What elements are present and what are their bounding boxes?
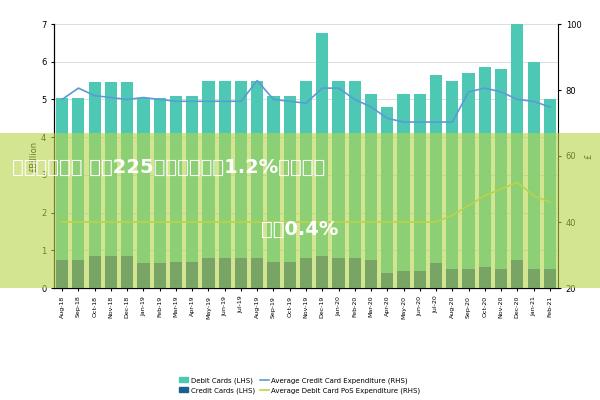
Bar xyxy=(170,96,182,262)
Bar xyxy=(479,267,491,288)
Bar xyxy=(202,80,215,258)
Bar xyxy=(463,269,475,288)
Bar xyxy=(397,271,410,288)
Bar xyxy=(495,69,507,269)
Legend: Debit Cards (LHS), Credit Cards (LHS), Average Credit Card Expenditure (RHS), Av: Debit Cards (LHS), Credit Cards (LHS), A… xyxy=(177,374,423,396)
Bar xyxy=(381,107,394,273)
Bar xyxy=(56,260,68,288)
Bar xyxy=(105,256,117,288)
Bar xyxy=(414,94,426,271)
Y-axis label: £: £ xyxy=(584,153,593,159)
Bar xyxy=(105,82,117,256)
Bar xyxy=(137,98,149,264)
Bar xyxy=(414,271,426,288)
Bar xyxy=(56,98,68,260)
Bar xyxy=(446,80,458,269)
Bar xyxy=(268,96,280,262)
Bar xyxy=(284,262,296,288)
Bar xyxy=(300,80,312,258)
Bar xyxy=(463,73,475,269)
Bar xyxy=(121,256,133,288)
Bar xyxy=(527,269,540,288)
Bar xyxy=(89,82,101,256)
Bar xyxy=(332,80,344,258)
Bar xyxy=(89,256,101,288)
Bar xyxy=(365,94,377,260)
Bar xyxy=(186,96,198,262)
Y-axis label: £Billion: £Billion xyxy=(29,140,38,172)
Bar xyxy=(251,80,263,258)
Bar xyxy=(511,14,523,260)
Bar xyxy=(218,258,231,288)
Bar xyxy=(527,62,540,269)
Bar xyxy=(268,262,280,288)
Bar xyxy=(495,269,507,288)
Bar xyxy=(218,80,231,258)
Bar xyxy=(154,98,166,264)
Bar xyxy=(479,67,491,267)
Bar xyxy=(72,260,85,288)
Bar xyxy=(544,100,556,269)
Bar xyxy=(300,258,312,288)
Bar xyxy=(430,264,442,288)
Bar xyxy=(511,260,523,288)
Bar xyxy=(381,273,394,288)
Bar xyxy=(235,258,247,288)
Bar xyxy=(121,82,133,256)
Bar xyxy=(349,258,361,288)
Bar xyxy=(72,98,85,260)
Text: 数跃0.4%: 数跃0.4% xyxy=(262,220,338,239)
Bar xyxy=(154,264,166,288)
Bar xyxy=(316,256,328,288)
Bar xyxy=(544,269,556,288)
Text: 融资炒股平仓 日经225指数早盘收跃1.2%，东证指: 融资炒股平仓 日经225指数早盘收跃1.2%，东证指 xyxy=(12,158,325,177)
Bar xyxy=(284,96,296,262)
Bar xyxy=(446,269,458,288)
Bar xyxy=(137,264,149,288)
Bar xyxy=(251,258,263,288)
Bar xyxy=(186,262,198,288)
Bar xyxy=(202,258,215,288)
Bar xyxy=(170,262,182,288)
Bar xyxy=(316,34,328,256)
Bar xyxy=(235,80,247,258)
Bar xyxy=(332,258,344,288)
Bar xyxy=(349,80,361,258)
Bar xyxy=(397,94,410,271)
Bar xyxy=(365,260,377,288)
Bar xyxy=(430,75,442,264)
